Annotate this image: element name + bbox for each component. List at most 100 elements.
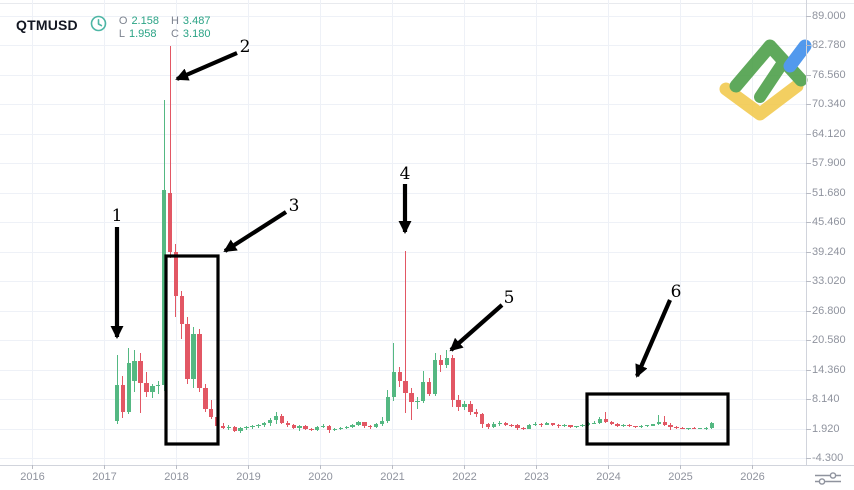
candle (368, 426, 373, 428)
close-label: C (170, 28, 179, 40)
candle (238, 428, 243, 431)
price-tick (806, 429, 811, 430)
candle (379, 421, 385, 425)
candle (203, 388, 208, 409)
year-tick (248, 465, 249, 469)
price-axis-label: 51.680 (812, 186, 846, 199)
open-value: 2.158 (131, 15, 159, 27)
high-label: H (170, 15, 179, 27)
candle (444, 357, 450, 365)
price-axis-label: 1.920 (812, 422, 840, 435)
candle (639, 426, 644, 428)
price-tick (806, 163, 811, 164)
price-tick (806, 370, 811, 371)
candle (138, 361, 143, 384)
candle (132, 361, 137, 382)
h-gridline (0, 458, 806, 459)
candle (285, 422, 290, 426)
candle (556, 424, 561, 426)
session-clock-icon[interactable] (90, 15, 107, 37)
candle (209, 408, 214, 417)
candle (126, 363, 131, 413)
candle (609, 422, 614, 425)
price-axis-label: 33.020 (812, 275, 846, 287)
price-tick (806, 134, 811, 135)
year-axis-label: 2018 (164, 471, 189, 483)
year-axis-label: 2019 (236, 471, 261, 483)
h-gridline (0, 163, 806, 164)
candle-wick (299, 424, 301, 431)
candle (315, 426, 320, 431)
h-gridline (0, 252, 806, 253)
candle (432, 360, 438, 394)
candle (544, 423, 550, 425)
candle (668, 424, 673, 428)
candle (267, 420, 273, 424)
symbol-name[interactable]: QTMUSD (16, 17, 78, 33)
year-tick (320, 465, 321, 469)
price-tick (806, 252, 811, 253)
year-axis-label: 2022 (452, 471, 477, 483)
candle (391, 372, 397, 397)
price-axis-label: 70.340 (812, 98, 846, 110)
candle (692, 428, 697, 430)
candle (350, 424, 355, 428)
v-gridline (536, 0, 537, 465)
v-gridline (104, 0, 105, 465)
candle (338, 428, 343, 430)
candle (173, 251, 179, 297)
high-value: 3.487 (182, 15, 211, 27)
candle (385, 396, 391, 422)
h-gridline (0, 75, 806, 76)
candle (326, 425, 332, 431)
candle (214, 416, 220, 426)
price-tick (806, 104, 811, 105)
widget-top-border (0, 3, 854, 4)
year-axis-label: 2016 (20, 471, 45, 483)
candle (297, 426, 302, 428)
candle (697, 428, 703, 430)
v-gridline (320, 0, 321, 465)
candle (450, 357, 455, 401)
candle-wick (169, 45, 171, 258)
price-tick (806, 16, 811, 17)
candle (703, 427, 709, 429)
v-gridline (464, 0, 465, 465)
year-tick (680, 465, 681, 469)
year-tick (752, 465, 753, 469)
candle (250, 426, 255, 428)
chart-legend: QTMUSD O 2.158 L 1.958 H 3.487 C (16, 13, 210, 40)
low-label: L (118, 28, 125, 40)
annotation-number: 5 (504, 288, 515, 308)
v-gridline (752, 0, 753, 465)
candle (303, 426, 308, 430)
year-axis-label: 2026 (740, 471, 765, 483)
h-gridline (0, 45, 806, 46)
v-gridline (248, 0, 249, 465)
candle (591, 422, 597, 425)
price-axis-label: 14.360 (812, 363, 846, 376)
candle (344, 427, 349, 429)
candle (421, 381, 426, 401)
candle (397, 372, 402, 382)
year-tick (176, 465, 177, 469)
year-tick (392, 465, 393, 469)
candle (185, 324, 190, 379)
candle (532, 423, 538, 426)
year-axis-label: 2021 (380, 471, 405, 483)
annotation-number: 4 (400, 164, 411, 184)
candle (580, 425, 585, 427)
candle (226, 426, 232, 428)
candle (497, 422, 503, 425)
h-gridline (0, 399, 806, 400)
candle (409, 393, 414, 402)
price-axis-label: 39.240 (812, 245, 846, 258)
candle (621, 424, 626, 426)
candle (262, 423, 267, 426)
candle (615, 424, 620, 426)
h-gridline (0, 104, 806, 105)
candle (521, 428, 526, 430)
